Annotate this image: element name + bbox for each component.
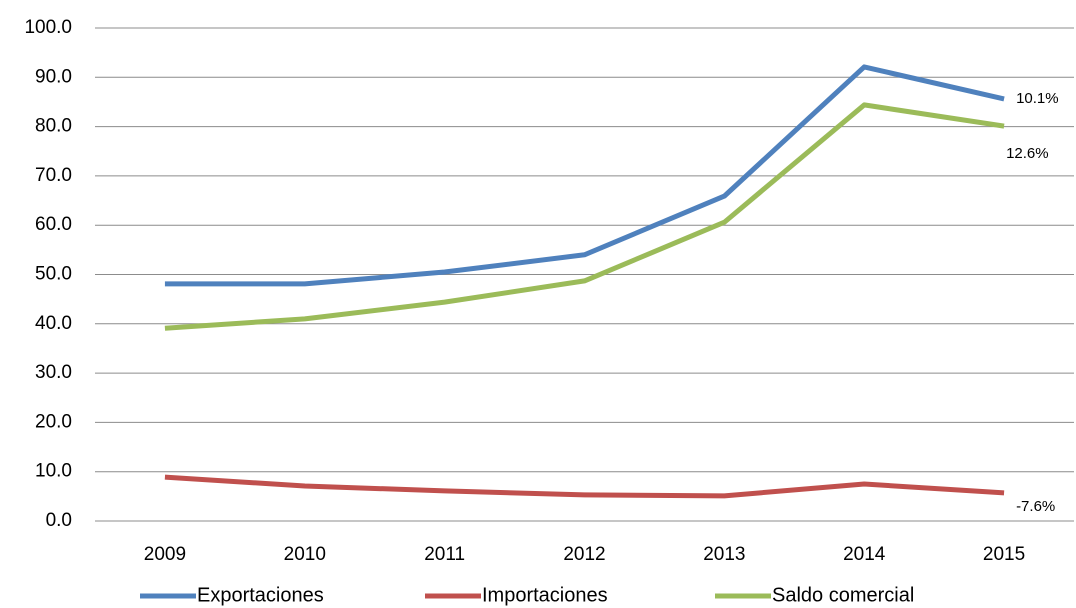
series-line <box>164 64 1005 287</box>
y-tick-label: 30.0 <box>35 362 72 383</box>
y-tick-label: 50.0 <box>35 264 72 285</box>
annotation: -7.6% <box>1016 498 1055 515</box>
x-tick-label: 2009 <box>144 544 186 565</box>
y-tick-label: 40.0 <box>35 313 72 334</box>
y-tick-label: 80.0 <box>35 116 72 137</box>
x-tick-label: 2015 <box>983 544 1025 565</box>
annotation: 12.6% <box>1006 145 1049 162</box>
y-tick-label: 0.0 <box>46 510 72 531</box>
y-tick-label: 10.0 <box>35 461 72 482</box>
legend-label: Saldo comercial <box>772 584 914 606</box>
x-tick-label: 2014 <box>843 544 886 565</box>
series-line <box>164 102 1005 331</box>
legend-label: Exportaciones <box>197 584 324 606</box>
x-tick-label: 2011 <box>424 544 465 565</box>
x-tick-label: 2010 <box>284 544 326 565</box>
x-tick-label: 2013 <box>703 544 745 565</box>
series-line <box>164 474 1005 499</box>
annotation: 10.1% <box>1016 90 1059 107</box>
y-tick-label: 20.0 <box>35 411 72 432</box>
y-tick-label: 90.0 <box>35 66 72 87</box>
x-tick-label: 2012 <box>563 544 605 565</box>
y-tick-label: 100.0 <box>24 17 72 38</box>
y-tick-label: 60.0 <box>35 214 72 235</box>
y-tick-label: 70.0 <box>35 165 72 186</box>
legend-label: Importaciones <box>482 584 608 606</box>
